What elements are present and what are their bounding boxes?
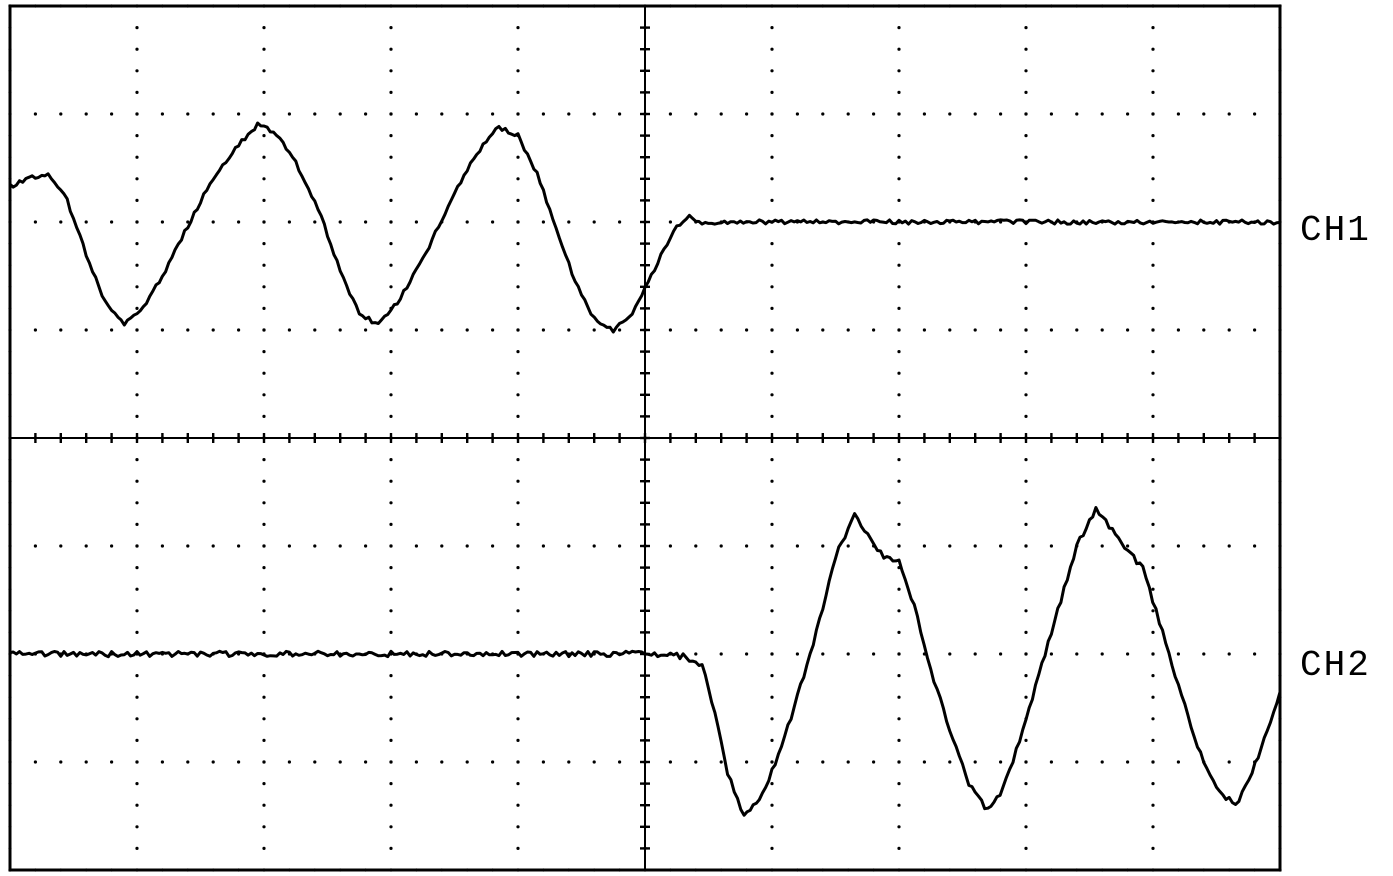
oscilloscope-plot	[0, 0, 1393, 876]
oscilloscope-screenshot: CH1 CH2	[0, 0, 1393, 876]
channel-2-label: CH2	[1300, 645, 1371, 686]
channel-1-label: CH1	[1300, 210, 1371, 251]
